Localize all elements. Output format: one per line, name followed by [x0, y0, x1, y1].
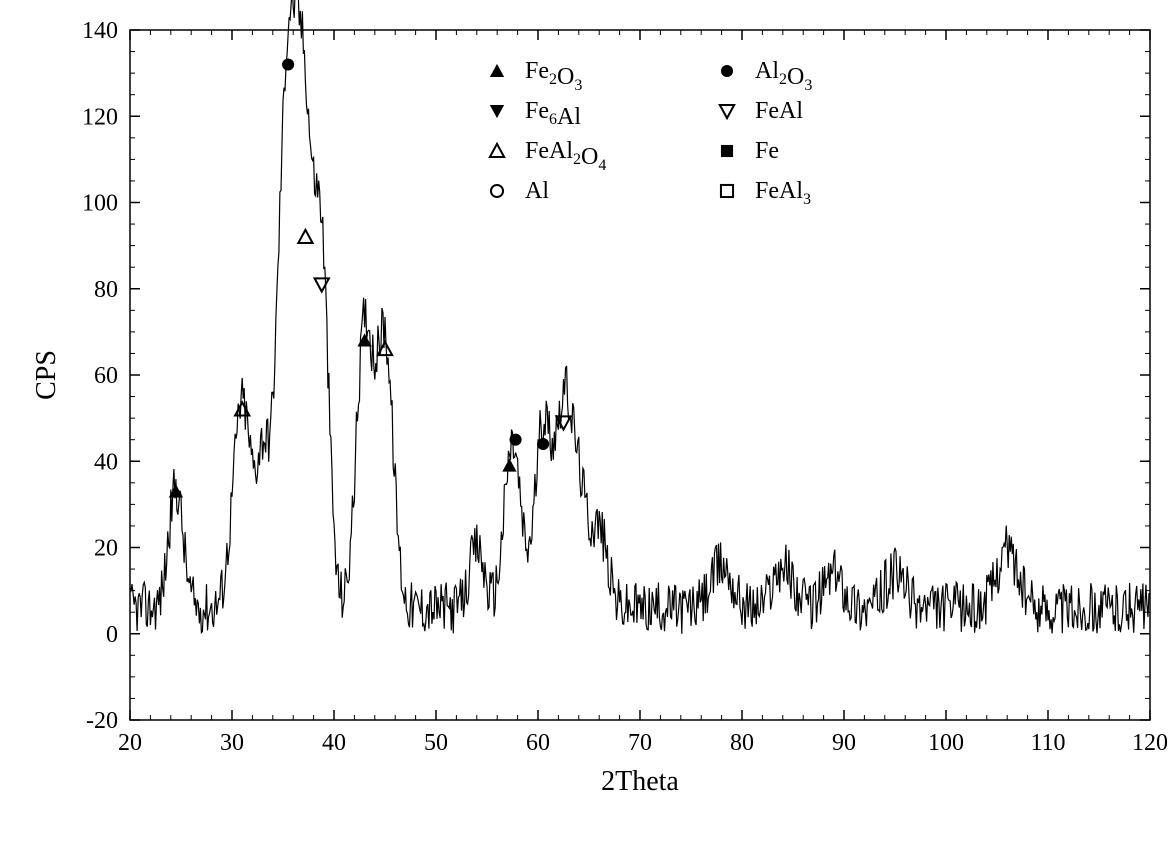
- legend: Fe2O3Al2O3Fe6AlFeAlFeAl2O4FeAlFeAl3: [490, 58, 812, 208]
- ytick-label: 100: [82, 191, 118, 217]
- ytick-label: 140: [82, 18, 118, 44]
- ytick-label: 0: [106, 622, 118, 648]
- peak-marker: [298, 230, 312, 243]
- peak-marker: [315, 278, 329, 291]
- legend-item-label: FeAl: [755, 98, 803, 124]
- peak-marker: [502, 458, 516, 471]
- xrd-chart: 20 30 40 50 60 70 80 90 100 110 120 -20 0 20 40 60 80 100…: [0, 0, 1172, 841]
- xrd-trace: [130, 0, 1150, 634]
- xtick-label: 80: [730, 730, 754, 756]
- ytick-label: -20: [86, 708, 118, 734]
- legend-item-label: Fe: [755, 138, 779, 164]
- legend-item-label: Al2O3: [755, 58, 812, 94]
- chart-svg: 20 30 40 50 60 70 80 90 100 110 120 -20 0 20 40 60 80 100…: [0, 0, 1172, 841]
- peak-marker: [282, 58, 294, 70]
- legend-item-label: Fe6Al: [525, 98, 581, 130]
- ytick-label: 40: [94, 449, 118, 475]
- xtick-label: 90: [832, 730, 856, 756]
- ytick-label: 120: [82, 104, 118, 130]
- x-axis-label: 2Theta: [601, 766, 679, 797]
- xtick-label: 110: [1030, 730, 1065, 756]
- xtick-label: 100: [928, 730, 964, 756]
- xtick-label: 50: [424, 730, 448, 756]
- xtick-label: 40: [322, 730, 346, 756]
- xtick-label: 120: [1132, 730, 1168, 756]
- xtick-label: 20: [118, 730, 142, 756]
- peak-marker: [537, 438, 549, 450]
- ytick-label: 20: [94, 536, 118, 562]
- ytick-label: 80: [94, 277, 118, 303]
- legend-item-label: FeAl3: [755, 178, 811, 208]
- y-axis-label: CPS: [31, 350, 62, 400]
- peak-marker: [510, 434, 522, 446]
- xtick-label: 60: [526, 730, 550, 756]
- xtick-label: 70: [628, 730, 652, 756]
- legend-item-label: FeAl2O4: [525, 138, 606, 174]
- plot-frame: [130, 30, 1150, 720]
- legend-item-label: Fe2O3: [525, 58, 582, 94]
- ytick-label: 60: [94, 363, 118, 389]
- legend-item-label: Al: [525, 178, 549, 204]
- xtick-label: 30: [220, 730, 244, 756]
